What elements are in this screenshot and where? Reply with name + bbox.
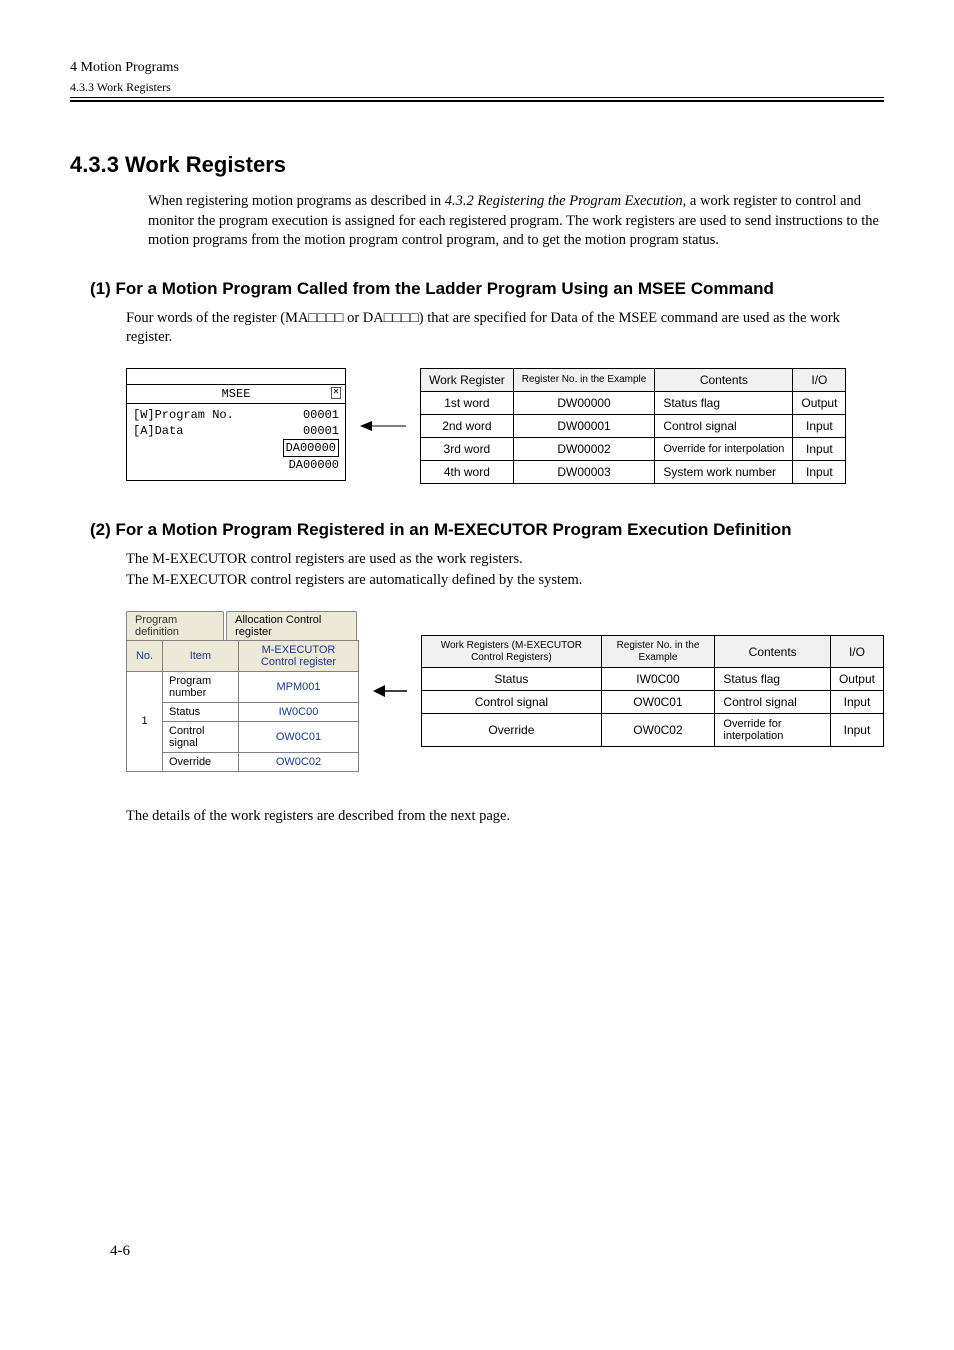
cell: Input (793, 460, 846, 483)
intro-pre: When registering motion programs as desc… (148, 193, 445, 209)
tab-bar: Program definition Allocation Control re… (126, 611, 359, 640)
table-row: 1 Program number MPM001 (127, 671, 359, 702)
cell: IW0C00 (601, 668, 715, 691)
sub1-para: Four words of the register (MA□□□□ or DA… (126, 309, 884, 348)
th-io: I/O (793, 368, 846, 391)
cell-no: 1 (127, 671, 163, 771)
msee-row1-l: [W]Program No. (133, 407, 234, 423)
msee-head: MSEE ✕ (127, 385, 345, 404)
page-number: 4-6 (110, 1243, 130, 1260)
cell: Control signal (715, 691, 831, 714)
cell: OW0C01 (238, 721, 358, 752)
cell: MPM001 (238, 671, 358, 702)
sub1-table: Work Register Register No. in the Exampl… (420, 368, 846, 484)
th-contents: Contents (715, 636, 831, 668)
table-row: Control signal OW0C01 Control signal Inp… (422, 691, 884, 714)
table-row: 4th word DW00003 System work number Inpu… (421, 460, 846, 483)
table-row: No. Item M-EXECUTOR Control register (127, 640, 359, 671)
msee-row4-r: DA00000 (289, 457, 339, 473)
header-chapter: 4 Motion Programs (70, 60, 884, 76)
cell: 3rd word (421, 437, 514, 460)
cell: Status flag (715, 668, 831, 691)
table-row: 1st word DW00000 Status flag Output (421, 391, 846, 414)
cell: Override for interpolation (715, 714, 831, 747)
table-row: Work Register Register No. in the Exampl… (421, 368, 846, 391)
cell: Program number (163, 671, 239, 702)
cell: Status (422, 668, 601, 691)
cell: DW00003 (513, 460, 655, 483)
sub1-title: (1) For a Motion Program Called from the… (90, 279, 884, 299)
th-io: I/O (830, 636, 883, 668)
th-no: No. (127, 640, 163, 671)
th-item: Item (163, 640, 239, 671)
msee-box: MSEE ✕ [W]Program No. 00001 [A]Data 0000… (126, 368, 346, 481)
table-row: Status IW0C00 Status flag Output (422, 668, 884, 691)
cell: Input (793, 437, 846, 460)
table-row: Override OW0C02 Override for interpolati… (422, 714, 884, 747)
cell: DW00002 (513, 437, 655, 460)
sub1-figure-row: MSEE ✕ [W]Program No. 00001 [A]Data 0000… (126, 368, 884, 484)
msee-body: [W]Program No. 00001 [A]Data 00001 DA000… (127, 404, 345, 480)
cell: Override (422, 714, 601, 747)
progdef-panel: Program definition Allocation Control re… (126, 611, 359, 772)
arrow-left-icon (373, 684, 407, 698)
th-reg-no: Register No. in the Example (513, 368, 655, 391)
cell: Input (793, 414, 846, 437)
footer-text: The details of the work registers are de… (126, 808, 884, 825)
tab-program-definition[interactable]: Program definition (126, 611, 224, 640)
cell: Status flag (655, 391, 793, 414)
sub2-para2: The M-EXECUTOR control registers are aut… (126, 571, 884, 591)
cell: 2nd word (421, 414, 514, 437)
th-reg-no: Register No. in the Example (601, 636, 715, 668)
msee-row2-r: 00001 (283, 423, 339, 439)
cell: System work number (655, 460, 793, 483)
sub2-para1: The M-EXECUTOR control registers are use… (126, 550, 884, 570)
th-work-register: Work Register (421, 368, 514, 391)
cell: DW00000 (513, 391, 655, 414)
msee-row1-r: 00001 (303, 407, 339, 423)
sub2-table: Work Registers (M-EXECUTOR Control Regis… (421, 635, 884, 747)
sub2-figure-row: Program definition Allocation Control re… (126, 611, 884, 772)
th-mexec: M-EXECUTOR Control register (238, 640, 358, 671)
cell: 4th word (421, 460, 514, 483)
cell: 1st word (421, 391, 514, 414)
cell: DW00001 (513, 414, 655, 437)
progdef-table: No. Item M-EXECUTOR Control register 1 P… (126, 640, 359, 772)
table-row: 2nd word DW00001 Control signal Input (421, 414, 846, 437)
msee-label: MSEE (222, 387, 251, 401)
cell: OW0C02 (238, 752, 358, 771)
section-intro: When registering motion programs as desc… (148, 192, 884, 251)
th-work-reg: Work Registers (M-EXECUTOR Control Regis… (422, 636, 601, 668)
cell: Control signal (655, 414, 793, 437)
cell: Override (163, 752, 239, 771)
table-row: Work Registers (M-EXECUTOR Control Regis… (422, 636, 884, 668)
msee-wrench-icon: ✕ (331, 387, 341, 399)
cell: OW0C01 (601, 691, 715, 714)
msee-top-strip (127, 369, 345, 385)
cell: Control signal (422, 691, 601, 714)
section-title: 4.3.3 Work Registers (70, 152, 884, 178)
cell: Override for interpolation (655, 437, 793, 460)
intro-ref: 4.3.2 Registering the Program Execution (445, 193, 683, 209)
tab-allocation-control-register[interactable]: Allocation Control register (226, 611, 357, 640)
msee-row3-l: [A]Data (133, 423, 183, 457)
arrow-left-icon (360, 419, 406, 433)
header-subsection: 4.3.3 Work Registers (70, 80, 884, 98)
cell: Status (163, 702, 239, 721)
cell: IW0C00 (238, 702, 358, 721)
cell: Input (830, 691, 883, 714)
cell: Output (793, 391, 846, 414)
th-contents: Contents (655, 368, 793, 391)
cell: OW0C02 (601, 714, 715, 747)
sub2-title: (2) For a Motion Program Registered in a… (90, 520, 884, 540)
msee-data-box: DA00000 (283, 439, 339, 457)
cell: Input (830, 714, 883, 747)
cell: Output (830, 668, 883, 691)
cell: Control signal (163, 721, 239, 752)
page-header: 4 Motion Programs 4.3.3 Work Registers (70, 60, 884, 102)
table-row: 3rd word DW00002 Override for interpolat… (421, 437, 846, 460)
